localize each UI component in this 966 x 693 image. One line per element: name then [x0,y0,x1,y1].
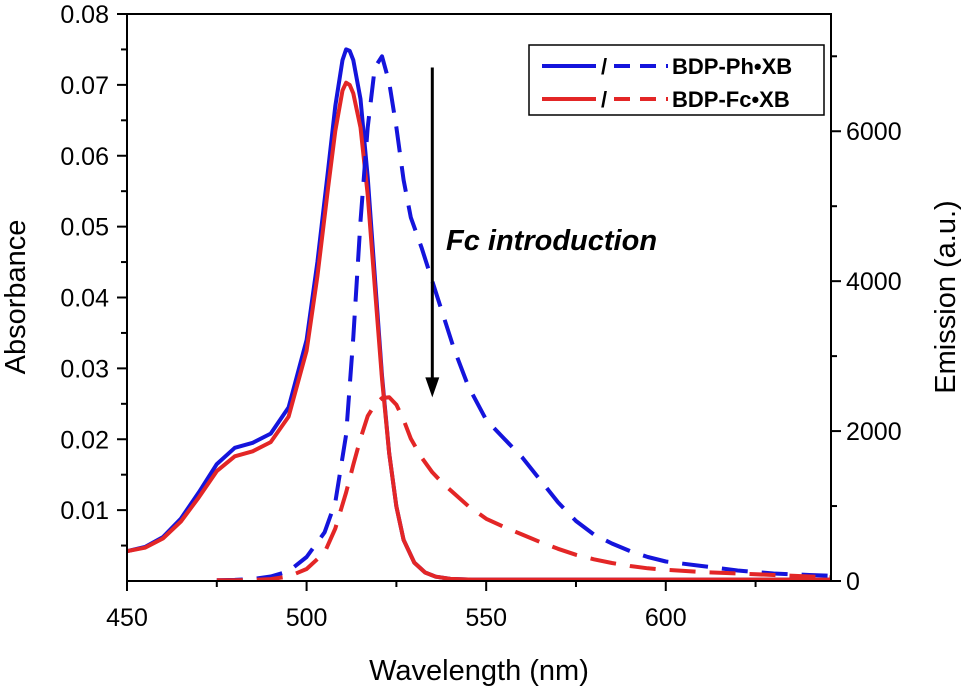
series-line-ph_abs [127,47,831,581]
y-right-tick-label: 4000 [846,268,902,296]
y-left-tick-label: 0.01 [60,497,109,525]
legend-separator-fc: / [601,87,607,112]
legend-label-ph: BDP-Ph•XB [672,54,792,79]
x-axis-title: Wavelength (nm) [369,655,589,687]
legend: / BDP-Ph•XB / BDP-Fc•XB [528,44,825,116]
x-tick-label: 600 [645,604,687,632]
y-left-tick-label: 0.02 [60,426,109,454]
y-left-tick-label: 0.08 [60,1,109,29]
series-line-fc_abs [127,80,831,581]
x-tick-label: 550 [465,604,507,632]
annotation-arrow [425,67,440,398]
legend-box [528,44,825,116]
y-right-tick-label: 2000 [846,418,902,446]
y-axis-title-left: Absorbance [0,220,32,375]
y-right-tick-label: 0 [846,568,860,596]
legend-separator-ph: / [601,54,607,79]
y-left-tick-label: 0.07 [60,72,109,100]
y-left-tick-label: 0.04 [60,285,109,313]
y-axis-title-right: Emission (a.u.) [930,200,962,393]
series-layer [127,47,831,581]
y-right-tick-label: 6000 [846,118,902,146]
x-tick-label: 450 [106,604,148,632]
y-left-tick-label: 0.06 [60,143,109,171]
x-tick-label: 500 [286,604,328,632]
axis-layer: 450 500 550 600 0.01 0.02 0.03 0.04 0.05 0.06 0.07… [60,1,901,632]
y-left-tick-label: 0.03 [60,355,109,383]
legend-label-fc: BDP-Fc•XB [672,87,790,112]
series-line-ph_em [216,54,831,581]
annotation-text: Fc introduction [446,225,657,257]
y-left-tick-label: 0.05 [60,214,109,242]
annotation-arrow-head [425,377,440,398]
series-line-fc_em [216,395,831,581]
